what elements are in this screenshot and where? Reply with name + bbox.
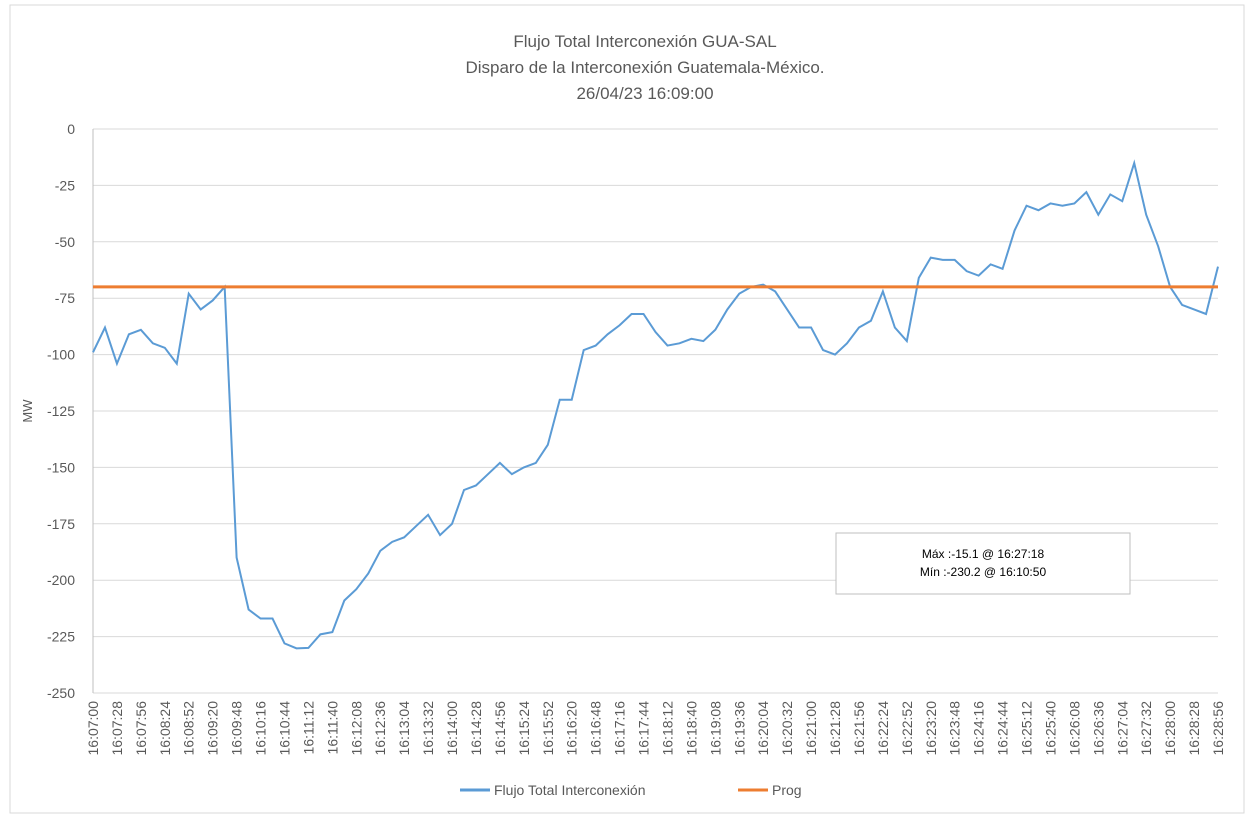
x-tick-label: 16:27:04 [1114,701,1130,756]
x-tick-label: 16:07:00 [85,701,101,756]
x-tick-label: 16:09:48 [229,701,245,756]
y-tick-label: -250 [47,685,75,701]
y-tick-label: -200 [47,572,75,588]
x-tick-label: 16:10:44 [276,701,292,756]
x-tick-label: 16:11:40 [324,701,340,755]
x-tick-label: 16:17:44 [636,701,652,756]
x-tick-label: 16:12:36 [372,701,388,756]
chart-subtitle: 26/04/23 16:09:00 [576,84,713,103]
x-tick-label: 16:14:28 [468,701,484,756]
x-tick-label: 16:23:48 [947,701,963,756]
legend-label: Flujo Total Interconexión [494,782,646,798]
x-tick-label: 16:18:40 [683,701,699,756]
y-tick-label: -150 [47,459,75,475]
y-tick-label: -100 [47,347,75,363]
x-tick-label: 16:14:56 [492,701,508,756]
annotation: Máx :-15.1 @ 16:27:18 [922,547,1045,561]
x-tick-label: 16:14:00 [444,701,460,756]
y-axis-label: MW [20,399,35,423]
x-tick-label: 16:21:00 [803,701,819,756]
x-tick-label: 16:25:12 [1019,701,1035,756]
y-tick-label: -175 [47,516,75,532]
x-tick-label: 16:13:04 [396,701,412,756]
x-tick-label: 16:21:28 [827,701,843,756]
y-tick-label: -75 [55,290,75,306]
x-tick-label: 16:27:32 [1138,701,1154,756]
x-tick-label: 16:08:52 [181,701,197,756]
x-tick-label: 16:23:20 [923,701,939,756]
x-tick-label: 16:07:28 [109,701,125,756]
x-tick-label: 16:15:52 [540,701,556,756]
x-tick-label: 16:12:08 [348,701,364,756]
x-tick-label: 16:19:36 [731,701,747,756]
x-tick-label: 16:17:16 [612,701,628,756]
x-tick-label: 16:20:32 [779,701,795,756]
y-tick-label: -225 [47,629,75,645]
x-tick-label: 16:18:12 [659,701,675,756]
x-tick-label: 16:16:48 [588,701,604,756]
x-tick-label: 16:16:20 [564,701,580,756]
x-tick-label: 16:22:24 [875,701,891,756]
y-tick-label: -50 [55,234,75,250]
chart-title: Flujo Total Interconexión GUA-SAL [513,32,776,51]
x-tick-label: 16:28:56 [1210,701,1226,756]
x-tick-label: 16:20:04 [755,701,771,756]
x-tick-label: 16:26:08 [1066,701,1082,756]
x-tick-label: 16:10:16 [253,701,269,756]
legend-label: Prog [772,782,802,798]
x-tick-label: 16:15:24 [516,701,532,756]
x-tick-label: 16:24:16 [971,701,987,756]
x-tick-label: 16:11:12 [300,701,316,755]
y-tick-label: -125 [47,403,75,419]
x-tick-label: 16:22:52 [899,701,915,756]
x-tick-label: 16:08:24 [157,701,173,756]
x-tick-label: 16:24:44 [995,701,1011,756]
annotation-box [835,532,1131,595]
x-tick-label: 16:13:32 [420,701,436,756]
y-tick-label: 0 [67,121,75,137]
x-tick-label: 16:28:00 [1162,701,1178,756]
x-tick-label: 16:25:40 [1042,701,1058,756]
x-tick-label: 16:07:56 [133,701,149,756]
data-line [92,159,1219,650]
chart-subtitle: Disparo de la Interconexión Guatemala-Mé… [465,58,824,77]
x-tick-label: 16:21:56 [851,701,867,756]
chart-frame [9,4,1245,814]
y-tick-label: -25 [55,177,75,193]
x-tick-label: 16:28:28 [1186,701,1202,756]
x-tick-label: 16:09:20 [205,701,221,756]
annotation: Mín :-230.2 @ 16:10:50 [920,565,1047,579]
x-tick-label: 16:26:36 [1090,701,1106,756]
x-tick-label: 16:19:08 [707,701,723,756]
